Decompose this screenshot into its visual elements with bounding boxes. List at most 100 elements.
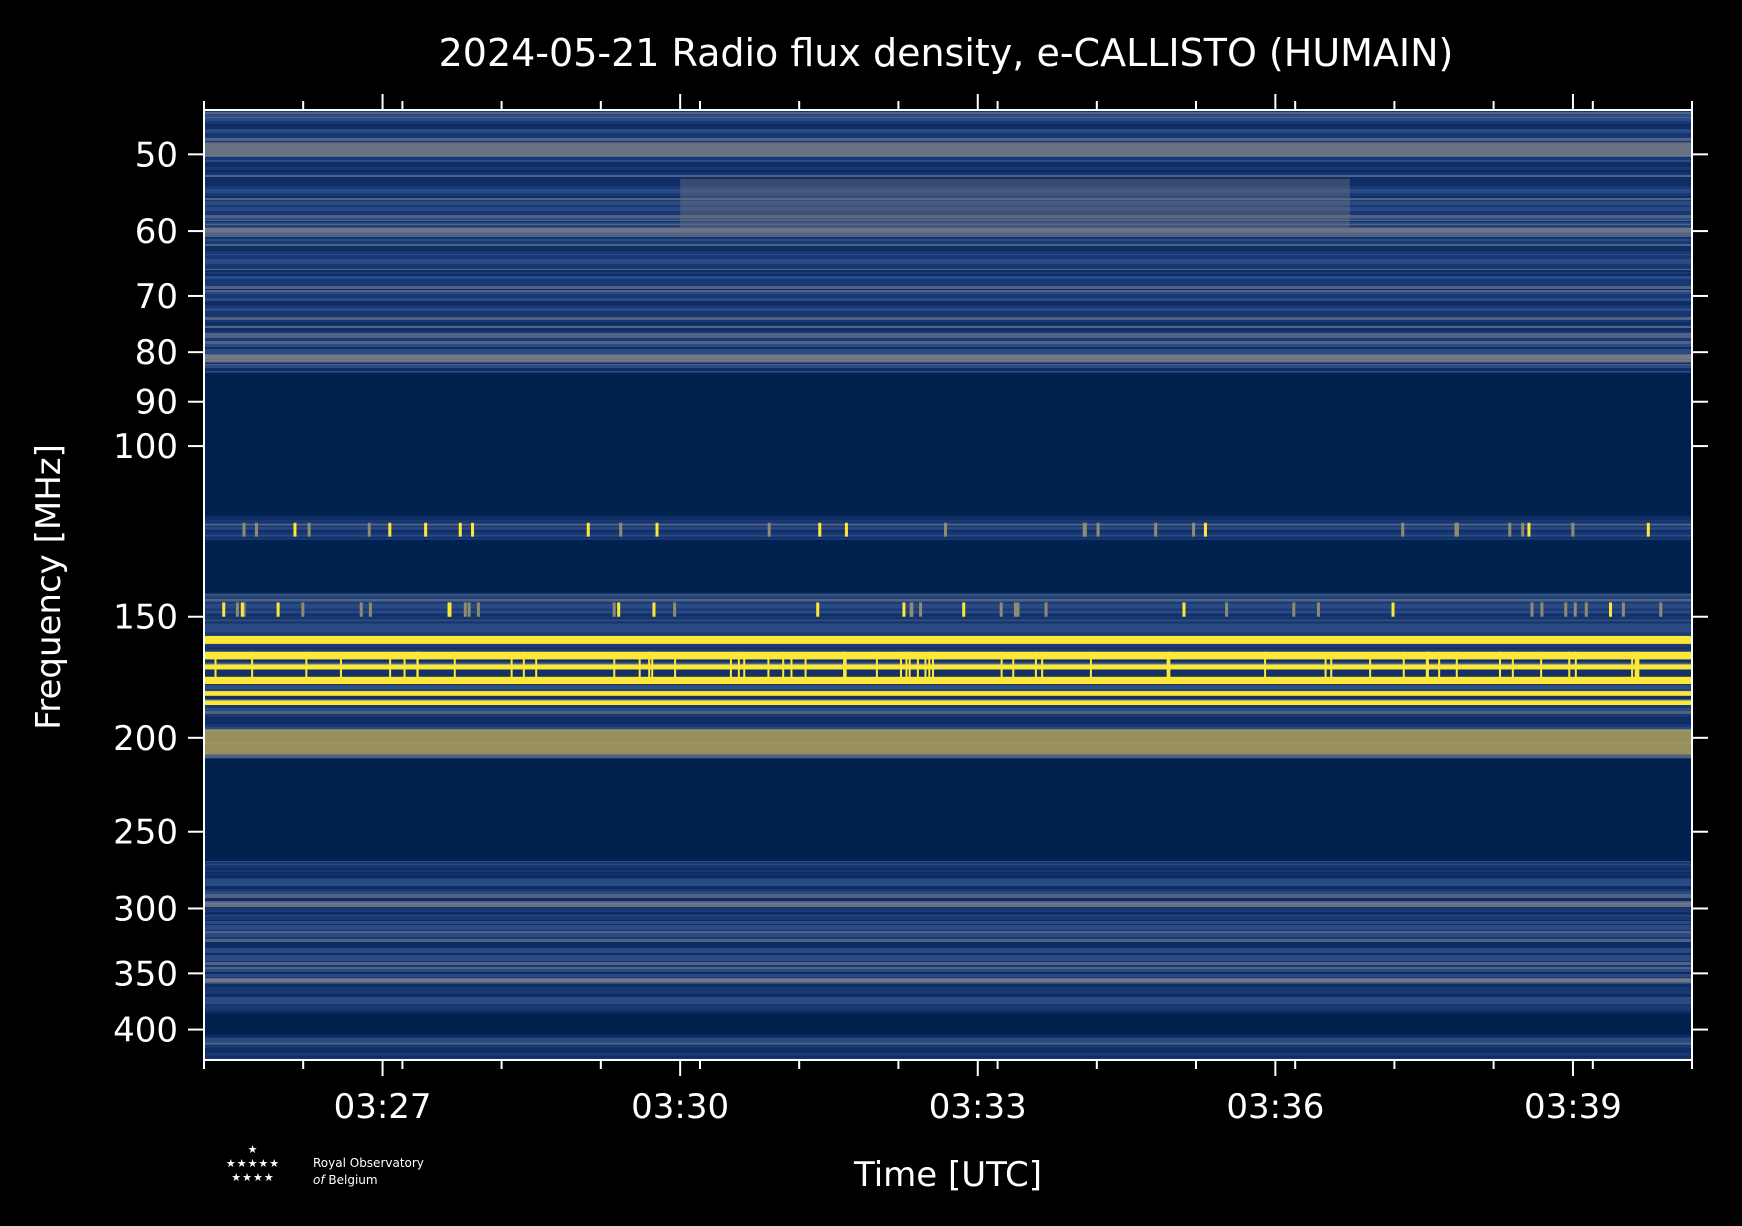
noise-stripe — [204, 215, 1692, 218]
spike — [1609, 602, 1613, 617]
spike — [293, 522, 297, 537]
noise-stripe — [204, 308, 1692, 311]
spike — [476, 602, 480, 617]
spike — [617, 602, 621, 617]
noise-stripe — [204, 894, 1692, 896]
noise-stripe — [204, 601, 1692, 604]
spike — [1391, 602, 1395, 617]
noise-stripe — [204, 896, 1692, 899]
rfi-burst — [1369, 651, 1372, 685]
noise-stripe — [204, 1037, 1692, 1041]
x-axis: 03:27 03:30 03:33 03:36 03:39 — [203, 94, 1693, 1127]
spike — [1203, 522, 1207, 537]
noise-stripe — [204, 275, 1692, 276]
spike — [1521, 522, 1525, 537]
noise-stripe — [204, 598, 1692, 602]
noise-stripe — [204, 184, 1692, 186]
noise-stripe — [204, 225, 1692, 226]
noise-stripe — [204, 967, 1692, 970]
noise-stripe — [204, 613, 1692, 615]
rfi-burst — [804, 651, 807, 685]
noise-stripe — [204, 1034, 1692, 1038]
noise-stripe — [204, 520, 1692, 523]
noise-stripe — [204, 534, 1692, 537]
rfi-line — [204, 676, 1692, 685]
noise-stripe — [204, 699, 1692, 702]
noise-stripe — [204, 1004, 1692, 1008]
noise-stripe — [204, 662, 1692, 664]
noise-stripe — [204, 593, 1692, 595]
rfi-burst — [928, 651, 931, 685]
noise-stripe — [204, 325, 1692, 326]
noise-stripe — [204, 1049, 1692, 1053]
spike — [902, 602, 906, 617]
y-tick-label: 400 — [113, 1011, 178, 1051]
noise-stripe — [204, 878, 1692, 880]
noise-stripe — [204, 515, 1692, 519]
noise-stripe — [204, 674, 1692, 676]
rfi-burst — [905, 651, 908, 685]
noise-stripe — [204, 955, 1692, 959]
noise-stripe — [204, 962, 1692, 966]
spike — [1096, 522, 1100, 537]
noise-stripe — [204, 226, 1692, 228]
band-1 — [204, 372, 1692, 516]
rfi-burst — [908, 651, 911, 685]
rfi-burst — [416, 651, 419, 685]
noise-stripe — [204, 931, 1692, 934]
noise-stripe — [204, 270, 1692, 272]
noise-stripe — [204, 924, 1692, 926]
spike — [301, 602, 305, 617]
noise-stripe — [204, 690, 1692, 692]
noise-stripe — [204, 633, 1692, 637]
spike — [1082, 522, 1086, 537]
noise-stripe — [204, 141, 1692, 143]
rfi-burst — [1264, 651, 1267, 685]
spike — [471, 522, 475, 537]
noise-stripe — [204, 608, 1692, 611]
noise-stripe — [204, 244, 1692, 246]
spike — [307, 522, 311, 537]
rfi-line — [204, 691, 1692, 696]
noise-stripe — [204, 972, 1692, 975]
noise-stripe — [204, 165, 1692, 167]
noise-stripe — [204, 175, 1692, 177]
noise-stripe — [204, 865, 1692, 869]
y-tick-label: 70 — [135, 277, 178, 317]
noise-stripe — [204, 990, 1692, 992]
x-tick-label: 03:36 — [1226, 1087, 1324, 1127]
noise-stripe — [204, 526, 1692, 528]
rfi-burst — [1455, 651, 1458, 685]
rfi-burst — [743, 651, 746, 685]
spike — [844, 522, 848, 537]
noise-stripe — [204, 160, 1692, 162]
spectrogram-plot-area — [204, 110, 1692, 1060]
noise-stripe — [204, 173, 1692, 175]
spike — [1316, 602, 1320, 617]
observatory-name: Royal Observatory of Belgium — [313, 1156, 424, 1187]
noise-stripe — [204, 214, 1692, 215]
noise-stripe — [204, 663, 1692, 666]
noise-stripe — [204, 629, 1692, 633]
noise-stripe — [204, 993, 1692, 995]
noise-stripe — [204, 686, 1692, 690]
band-10 — [204, 1013, 1692, 1035]
rfi-burst — [1425, 651, 1428, 685]
rfi-burst — [1041, 651, 1044, 685]
rfi-burst — [251, 651, 254, 685]
high-band-lines — [204, 635, 1692, 706]
noise-stripe — [204, 282, 1692, 283]
noise-stripe — [204, 292, 1692, 293]
bright-line-2 — [204, 227, 1692, 233]
rfi-burst — [1000, 651, 1003, 685]
noise-stripe — [204, 365, 1692, 368]
noise-stripe — [204, 901, 1692, 905]
noise-stripe — [204, 689, 1692, 691]
noise-stripe — [204, 254, 1692, 255]
spike — [1571, 522, 1575, 537]
rfi-burst — [1637, 651, 1640, 685]
noise-stripe — [204, 200, 1692, 201]
noise-stripe — [204, 891, 1692, 895]
noise-stripe — [204, 1047, 1692, 1049]
rfi-burst — [674, 651, 677, 685]
